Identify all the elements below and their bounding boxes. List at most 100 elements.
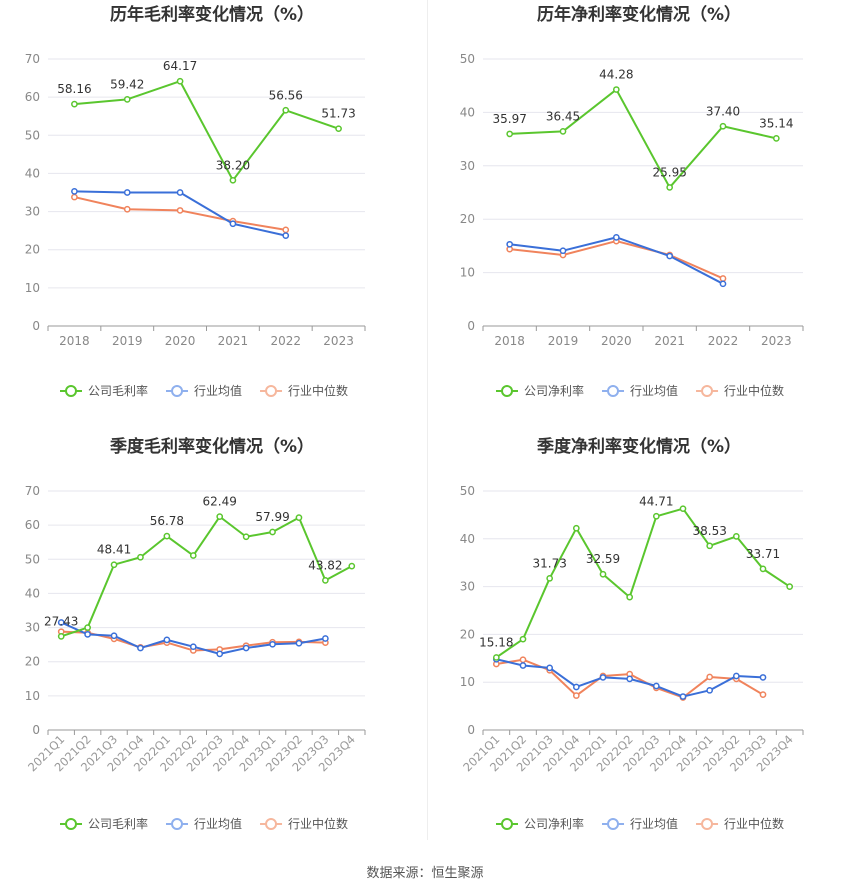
data-label: 36.45 [546, 109, 580, 123]
x-tick-label: 2020 [601, 334, 632, 348]
data-point [216, 513, 224, 520]
x-tick-label: 2021 [654, 334, 685, 348]
data-point [71, 188, 78, 195]
data-label: 33.71 [746, 547, 780, 561]
legend-label: 行业中位数 [288, 383, 348, 398]
data-point [786, 583, 794, 590]
y-tick-label: 20 [25, 655, 40, 669]
data-point [572, 524, 580, 532]
legend-swatch-marker [171, 385, 184, 397]
data-label: 43.82 [308, 558, 342, 572]
legend-label: 行业均值 [630, 383, 678, 398]
data-point [123, 205, 131, 213]
data-point [269, 528, 276, 536]
data-point [216, 650, 224, 658]
data-point [84, 624, 91, 631]
data-point [719, 275, 727, 282]
data-point [137, 644, 144, 652]
x-tick-label: 2023 [761, 334, 792, 348]
data-point [626, 675, 634, 683]
legend-swatch-marker [65, 818, 77, 830]
legend-swatch-marker [265, 385, 278, 397]
data-label: 58.16 [57, 82, 91, 96]
panel-divider [427, 0, 428, 840]
data-point [137, 553, 144, 561]
data-point [612, 234, 620, 241]
chart-title: 季度净利率变化情况（%） [537, 436, 741, 457]
data-point [599, 570, 607, 578]
legend-swatch-marker [501, 818, 513, 830]
data-point [163, 532, 171, 540]
chart-quarterly-gross-margin: 季度毛利率变化情况（%）0102030405060702021Q12021Q22… [25, 436, 366, 831]
legend-swatch-marker [701, 385, 714, 397]
chart-title: 季度毛利率变化情况（%） [110, 436, 314, 457]
data-point [282, 106, 290, 114]
data-label: 51.73 [321, 107, 355, 121]
chart-panel-quarterly-gross: 季度毛利率变化情况（%） 0 10 20 30 40 50 60 70 2021Q1 2021Q2 2… [0, 428, 425, 848]
y-tick-label: 50 [25, 552, 40, 566]
legend-label: 行业均值 [630, 816, 678, 831]
data-point [599, 674, 607, 681]
y-tick-label: 30 [25, 621, 40, 635]
data-point [759, 691, 767, 698]
chart-title: 历年净利率变化情况（%） [537, 4, 741, 25]
data-point [269, 640, 276, 648]
data-point [666, 184, 674, 191]
series-line [495, 507, 791, 659]
data-point [572, 683, 580, 691]
legend-label: 公司毛利率 [88, 816, 148, 831]
y-tick-label: 0 [32, 319, 40, 333]
data-point [71, 100, 78, 108]
y-tick-label: 10 [460, 675, 475, 689]
data-point [123, 189, 131, 196]
data-label: 38.20 [216, 158, 250, 172]
data-label: 27.43 [44, 614, 78, 628]
series-line [60, 515, 353, 638]
data-point [572, 692, 580, 699]
data-point [506, 130, 514, 138]
data-label: 37.40 [706, 104, 740, 118]
data-point [519, 662, 527, 669]
y-tick-label: 40 [25, 166, 40, 180]
data-point [759, 565, 767, 573]
y-tick-label: 60 [25, 518, 40, 532]
data-point [189, 643, 197, 651]
y-tick-label: 40 [460, 105, 475, 119]
legend-swatch-marker [501, 385, 513, 397]
y-tick-label: 50 [460, 484, 475, 498]
y-tick-label: 30 [460, 159, 475, 173]
legend-label: 公司净利率 [524, 816, 584, 831]
data-point [732, 533, 740, 540]
data-point [759, 674, 767, 681]
data-label: 64.17 [163, 59, 197, 73]
data-point [679, 693, 687, 700]
y-tick-label: 10 [460, 266, 475, 280]
y-tick-label: 30 [460, 580, 475, 594]
legend-label: 行业中位数 [724, 816, 784, 831]
data-point [732, 672, 740, 680]
data-label: 44.28 [599, 68, 633, 82]
chart-panel-annual-gross: 历年毛利率变化情况（%） 0 10 20 30 40 50 60 70 2018 2019 2020 2… [0, 0, 425, 415]
legend-swatch-marker [265, 818, 278, 830]
data-point [57, 619, 65, 626]
series-line [509, 88, 777, 189]
legend-swatch-marker [171, 818, 184, 830]
data-point [110, 632, 118, 640]
chart-annual-net-margin: 历年净利率变化情况（%） 0 10 20 30 40 50 2018 2019 2020 2021 2… [460, 4, 804, 398]
data-point [679, 505, 687, 513]
chart-annual-gross-margin: 历年毛利率变化情况（%） 0 10 20 30 40 50 60 70 2018 2019 2020 2… [25, 4, 366, 398]
data-point [242, 533, 250, 541]
y-tick-label: 30 [25, 205, 40, 219]
data-label: 59.42 [110, 77, 144, 91]
legend-label: 公司毛利率 [88, 383, 148, 398]
data-point [519, 635, 527, 643]
legend-label: 行业中位数 [288, 816, 348, 831]
data-point [242, 644, 250, 652]
data-point [559, 247, 567, 255]
legend-label: 行业均值 [194, 383, 242, 398]
data-point [176, 207, 184, 214]
data-point [652, 682, 660, 690]
data-label: 32.59 [586, 552, 620, 566]
y-tick-label: 0 [467, 723, 475, 737]
data-point [57, 632, 65, 640]
